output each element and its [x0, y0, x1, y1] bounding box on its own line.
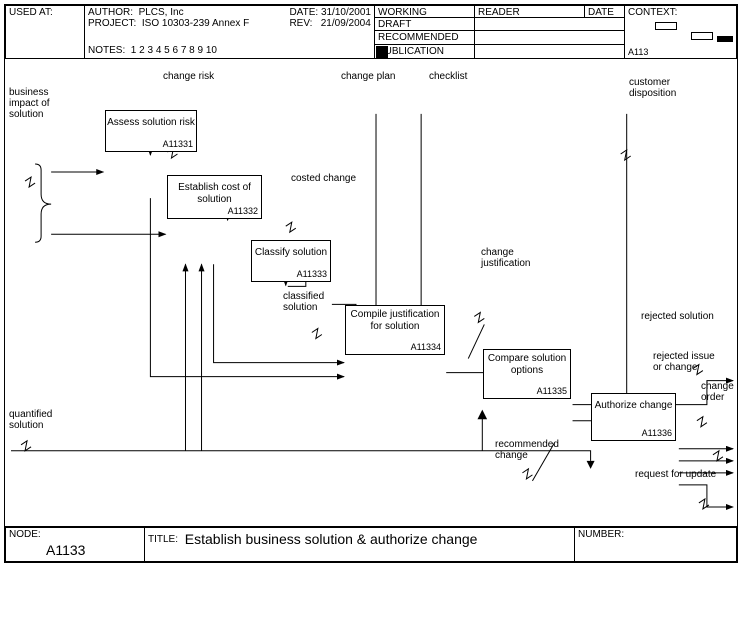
hdr-date2: DATE — [585, 5, 625, 18]
footer-number: NUMBER: — [575, 527, 737, 562]
hdr-reader-row4 — [475, 45, 625, 59]
label-business-impact: business impact of solution — [9, 87, 50, 120]
label-change-risk: change risk — [163, 71, 214, 82]
activity-label: Authorize change — [595, 400, 673, 411]
label-request-for-update: request for update — [635, 469, 716, 480]
hdr-context: CONTEXT: A113 — [625, 5, 737, 59]
footer-title: TITLE: Establish business solution & aut… — [145, 527, 575, 562]
activity-authorize-change: Authorize change A11336 — [591, 393, 676, 441]
hdr-reader-row3 — [475, 31, 625, 45]
status-1: DRAFT — [378, 19, 411, 30]
date-label: DATE: — [289, 7, 318, 18]
activity-id: A11331 — [163, 138, 193, 150]
label-customer-disposition: customer disposition — [629, 77, 676, 99]
context-value: A113 — [628, 47, 648, 57]
activity-compare-options: Compare solution options A11335 — [483, 349, 571, 399]
ctx-box-3-icon — [717, 36, 733, 42]
activity-id: A11335 — [537, 385, 567, 397]
activity-classify: Classify solution A11333 — [251, 240, 331, 282]
context-label: CONTEXT: — [628, 7, 677, 18]
status-draft: DRAFT — [375, 18, 475, 31]
activity-label: Compile justification for solution — [351, 309, 440, 332]
activity-label: Assess solution risk — [107, 117, 195, 128]
status-publication: PUBLICATION — [375, 45, 475, 59]
label-recommended-change: recommended change — [495, 439, 559, 461]
project: ISO 10303-239 Annex F — [142, 18, 249, 29]
node-label: NODE: — [9, 529, 41, 540]
hdr-reader: READER — [475, 5, 585, 18]
label-rejected-solution: rejected solution — [641, 311, 714, 322]
publication-mark-icon — [376, 46, 388, 58]
title-label: TITLE: — [148, 534, 178, 545]
activity-label: Compare solution options — [488, 353, 566, 376]
activity-compile-justification: Compile justification for solution A1133… — [345, 305, 445, 355]
project-label: PROJECT: — [88, 18, 136, 29]
label-change-order: change order — [701, 381, 734, 403]
status-working: WORKING — [375, 5, 475, 18]
node-id: A1133 — [46, 542, 85, 558]
date: 31/10/2001 — [321, 7, 371, 18]
activity-assess-risk: Assess solution risk A11331 — [105, 110, 197, 152]
status-2: RECOMMENDED — [378, 32, 459, 43]
used-at-label: USED AT: — [9, 7, 53, 18]
ctx-box-2-icon — [691, 32, 713, 40]
footer-node: NODE: A1133 — [5, 527, 145, 562]
rev: 21/09/2004 — [321, 18, 371, 29]
status-recommended: RECOMMENDED — [375, 31, 475, 45]
label-rejected-issue: rejected issue or change — [653, 351, 715, 373]
title: Establish business solution & authorize … — [185, 531, 478, 547]
label-quantified-solution: quantified solution — [9, 409, 52, 431]
diagram-area: Assess solution risk A11331 Establish co… — [5, 59, 737, 527]
label-costed-change: costed change — [291, 173, 356, 184]
label-checklist: checklist — [429, 71, 467, 82]
author: PLCS, Inc — [139, 7, 184, 18]
date2-label: DATE — [588, 7, 614, 18]
rev-label: REV: — [289, 18, 312, 29]
hdr-reader-row2 — [475, 18, 625, 31]
activity-id: A11336 — [642, 427, 672, 439]
activity-id: A11334 — [411, 341, 441, 353]
label-change-justification: change justification — [481, 247, 530, 269]
activity-establish-cost: Establish cost of solution A11332 — [167, 175, 262, 219]
hdr-used-at: USED AT: — [5, 5, 85, 59]
reader-label: READER — [478, 7, 520, 18]
notes-label: NOTES: — [88, 45, 125, 56]
label-change-plan: change plan — [341, 71, 396, 82]
activity-label: Establish cost of solution — [178, 182, 251, 205]
status-0: WORKING — [378, 7, 427, 18]
notes: 1 2 3 4 5 6 7 8 9 10 — [131, 45, 217, 56]
label-classified-solution: classified solution — [283, 291, 324, 313]
ctx-box-1-icon — [655, 22, 677, 30]
activity-label: Classify solution — [255, 247, 327, 258]
idef0-frame: USED AT: AUTHOR: PLCS, Inc PROJECT: ISO … — [4, 4, 738, 563]
author-label: AUTHOR: — [88, 7, 133, 18]
activity-id: A11332 — [228, 205, 258, 217]
number-label: NUMBER: — [578, 529, 624, 540]
hdr-author-project: AUTHOR: PLCS, Inc PROJECT: ISO 10303-239… — [85, 5, 375, 59]
activity-id: A11333 — [297, 268, 327, 280]
